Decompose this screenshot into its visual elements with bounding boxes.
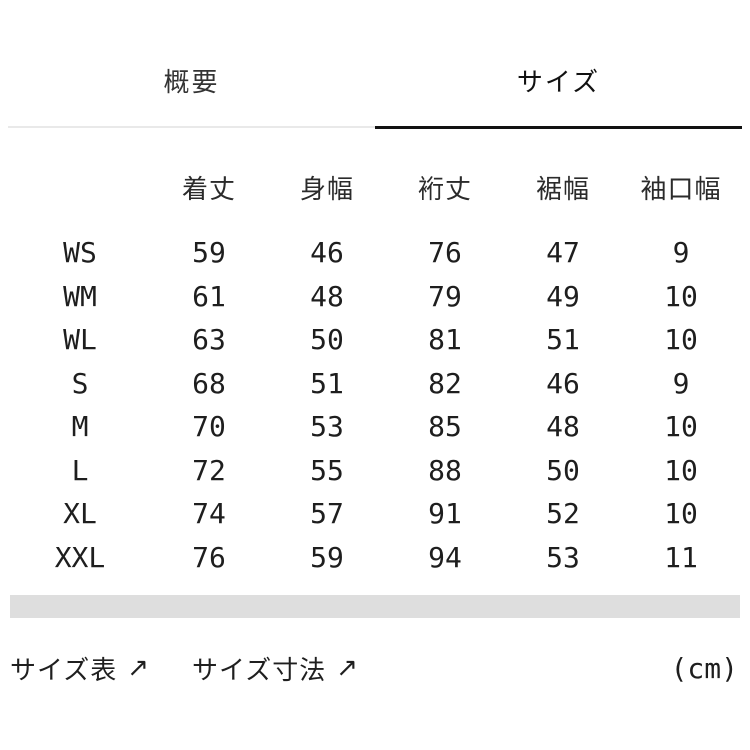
header-cell-hem-width: 裾幅 bbox=[535, 174, 590, 205]
value-cell: 59 bbox=[192, 236, 226, 270]
size-chart-link-label: サイズ表 bbox=[10, 655, 118, 686]
value-cell: 85 bbox=[428, 410, 462, 444]
value-cell: 63 bbox=[192, 323, 226, 357]
value-cell: 10 bbox=[664, 497, 698, 531]
table-row: WL 63 50 81 51 10 bbox=[10, 318, 740, 362]
header-cell-sleeve-length: 裄丈 bbox=[417, 174, 472, 205]
value-cell: 10 bbox=[664, 323, 698, 357]
value-cell: 53 bbox=[546, 540, 580, 574]
tab-size-label: サイズ bbox=[516, 67, 601, 98]
value-cell: 91 bbox=[428, 497, 462, 531]
value-cell: 74 bbox=[192, 497, 226, 531]
value-cell: 49 bbox=[546, 279, 580, 313]
value-cell: 46 bbox=[546, 366, 580, 400]
tab-overview-label: 概要 bbox=[163, 67, 220, 98]
size-measurements-link-label: サイズ寸法 bbox=[192, 655, 327, 686]
size-chart-link[interactable]: サイズ表 ↗ bbox=[10, 650, 150, 687]
table-row: L 72 55 88 50 10 bbox=[10, 449, 740, 493]
value-cell: 61 bbox=[192, 279, 226, 313]
value-cell: 48 bbox=[310, 279, 344, 313]
value-cell: 72 bbox=[192, 453, 226, 487]
value-cell: 68 bbox=[192, 366, 226, 400]
header-cell-body-length: 着丈 bbox=[181, 174, 236, 205]
value-cell: 88 bbox=[428, 453, 462, 487]
table-row: XXL 76 59 94 53 11 bbox=[10, 536, 740, 580]
size-label: M bbox=[71, 410, 89, 444]
table-row: M 70 53 85 48 10 bbox=[10, 405, 740, 449]
value-cell: 51 bbox=[546, 323, 580, 357]
section-divider-bar bbox=[10, 595, 740, 618]
value-cell: 11 bbox=[664, 540, 698, 574]
value-cell: 55 bbox=[310, 453, 344, 487]
value-cell: 10 bbox=[664, 453, 698, 487]
unit-label: (cm) bbox=[670, 651, 738, 685]
value-cell: 51 bbox=[310, 366, 344, 400]
size-label: XL bbox=[63, 497, 97, 531]
value-cell: 76 bbox=[428, 236, 462, 270]
size-label: WS bbox=[63, 236, 97, 270]
value-cell: 79 bbox=[428, 279, 462, 313]
value-cell: 76 bbox=[192, 540, 226, 574]
size-label: S bbox=[71, 366, 89, 400]
value-cell: 48 bbox=[546, 410, 580, 444]
tab-bar: 概要 サイズ bbox=[8, 0, 742, 129]
tab-size[interactable]: サイズ bbox=[375, 0, 742, 129]
external-link-arrow-icon: ↗ bbox=[336, 653, 360, 683]
value-cell: 50 bbox=[546, 453, 580, 487]
size-table: 着丈 身幅 裄丈 裾幅 袖口幅 WS 59 46 76 47 9 WM 61 4… bbox=[0, 165, 750, 579]
table-row: S 68 51 82 46 9 bbox=[10, 362, 740, 406]
size-table-header-row: 着丈 身幅 裄丈 裾幅 袖口幅 bbox=[10, 165, 740, 209]
value-cell: 10 bbox=[664, 410, 698, 444]
size-measurements-link[interactable]: サイズ寸法 ↗ bbox=[192, 650, 359, 687]
value-cell: 52 bbox=[546, 497, 580, 531]
value-cell: 94 bbox=[428, 540, 462, 574]
value-cell: 59 bbox=[310, 540, 344, 574]
header-cell-body-width: 身幅 bbox=[299, 174, 354, 205]
value-cell: 46 bbox=[310, 236, 344, 270]
size-label: WM bbox=[63, 279, 97, 313]
size-label: XXL bbox=[54, 540, 106, 574]
size-label: WL bbox=[63, 323, 97, 357]
size-label: L bbox=[71, 453, 89, 487]
value-cell: 47 bbox=[546, 236, 580, 270]
table-row: WS 59 46 76 47 9 bbox=[10, 231, 740, 275]
value-cell: 57 bbox=[310, 497, 344, 531]
value-cell: 53 bbox=[310, 410, 344, 444]
header-cell-cuff-width: 袖口幅 bbox=[640, 174, 722, 205]
value-cell: 82 bbox=[428, 366, 462, 400]
table-row: WM 61 48 79 49 10 bbox=[10, 275, 740, 319]
value-cell: 9 bbox=[672, 366, 690, 400]
value-cell: 81 bbox=[428, 323, 462, 357]
value-cell: 50 bbox=[310, 323, 344, 357]
external-link-arrow-icon: ↗ bbox=[127, 653, 151, 683]
footer-bar: サイズ表 ↗ サイズ寸法 ↗ (cm) bbox=[0, 648, 750, 688]
value-cell: 10 bbox=[664, 279, 698, 313]
tab-overview[interactable]: 概要 bbox=[8, 0, 375, 129]
table-row: XL 74 57 91 52 10 bbox=[10, 492, 740, 536]
value-cell: 9 bbox=[672, 236, 690, 270]
value-cell: 70 bbox=[192, 410, 226, 444]
